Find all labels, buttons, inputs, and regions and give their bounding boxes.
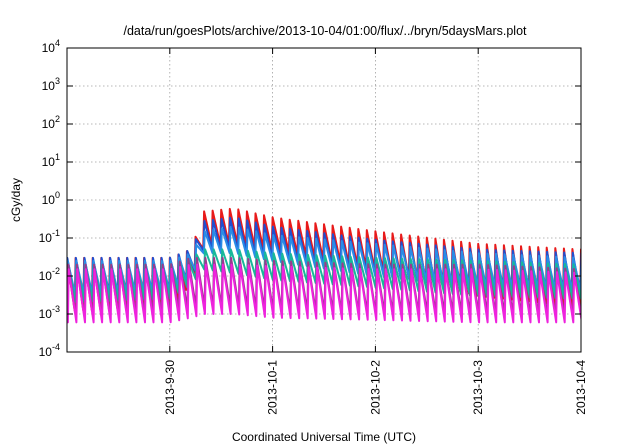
y-tick-label: 100	[42, 190, 60, 207]
axis-layer: 10-4 10-3 10-2 10-1 100 101 102 103 104 2013-9-30…	[39, 38, 588, 415]
x-tick-label: 2013-10-3	[471, 360, 485, 415]
x-tick-label: 2013-10-1	[266, 360, 280, 415]
series-layer	[67, 207, 581, 324]
y-tick-label: 101	[42, 152, 60, 169]
y-tick-label: 10-4	[39, 342, 60, 359]
series-line	[67, 207, 581, 312]
series-line	[67, 263, 581, 324]
y-tick-label: 10-1	[39, 228, 60, 245]
chart-title: /data/run/goesPlots/archive/2013-10-04/0…	[123, 24, 527, 38]
x-tick-label: 2013-10-2	[368, 360, 382, 415]
y-tick-label: 103	[42, 76, 60, 93]
x-tick-label: 2013-9-30	[163, 360, 177, 415]
x-axis-label: Coordinated Universal Time (UTC)	[232, 430, 416, 444]
y-tick-label: 10-2	[39, 266, 60, 283]
x-tick-label: 2013-10-4	[574, 360, 588, 415]
y-tick-label: 104	[42, 38, 60, 55]
y-tick-label: 10-3	[39, 304, 60, 321]
y-axis-label: cGy/day	[9, 178, 23, 222]
y-tick-label: 102	[42, 114, 60, 131]
